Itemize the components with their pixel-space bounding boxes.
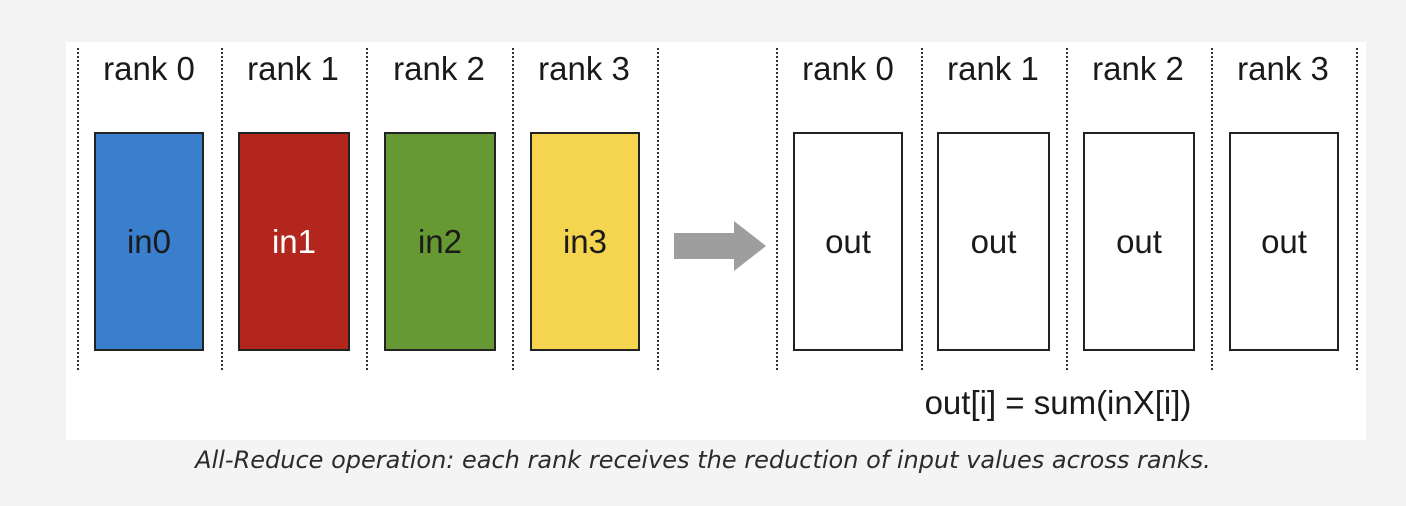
output-buffer: out xyxy=(793,132,903,351)
rank-divider xyxy=(921,48,923,370)
rank-divider xyxy=(77,48,79,370)
output-rank-label: rank 1 xyxy=(947,50,1039,87)
output-buffer: out xyxy=(1229,132,1339,351)
rank-divider xyxy=(221,48,223,370)
rank-divider xyxy=(512,48,514,370)
rank-divider xyxy=(366,48,368,370)
input-buffer: in0 xyxy=(94,132,204,351)
output-rank-label: rank 0 xyxy=(802,50,894,87)
output-buffer: out xyxy=(937,132,1050,351)
input-rank-label: rank 0 xyxy=(103,50,195,87)
rank-divider xyxy=(1211,48,1213,370)
right-arrow-icon xyxy=(674,221,766,271)
input-buffer: in2 xyxy=(384,132,496,351)
all-reduce-diagram: rank 0 rank 1 rank 2 rank 3 rank 0 rank … xyxy=(66,42,1366,440)
input-rank-label: rank 3 xyxy=(538,50,630,87)
figure-caption: All-Reduce operation: each rank receives… xyxy=(195,446,1211,474)
input-rank-label: rank 1 xyxy=(247,50,339,87)
input-buffer: in3 xyxy=(530,132,640,351)
input-buffer: in1 xyxy=(238,132,350,351)
rank-divider xyxy=(1356,48,1358,370)
rank-divider xyxy=(657,48,659,370)
input-rank-label: rank 2 xyxy=(393,50,485,87)
output-rank-label: rank 3 xyxy=(1237,50,1329,87)
rank-divider xyxy=(776,48,778,370)
output-buffer: out xyxy=(1083,132,1195,351)
output-rank-label: rank 2 xyxy=(1092,50,1184,87)
reduction-formula: out[i] = sum(inX[i]) xyxy=(924,384,1192,421)
rank-divider xyxy=(1066,48,1068,370)
